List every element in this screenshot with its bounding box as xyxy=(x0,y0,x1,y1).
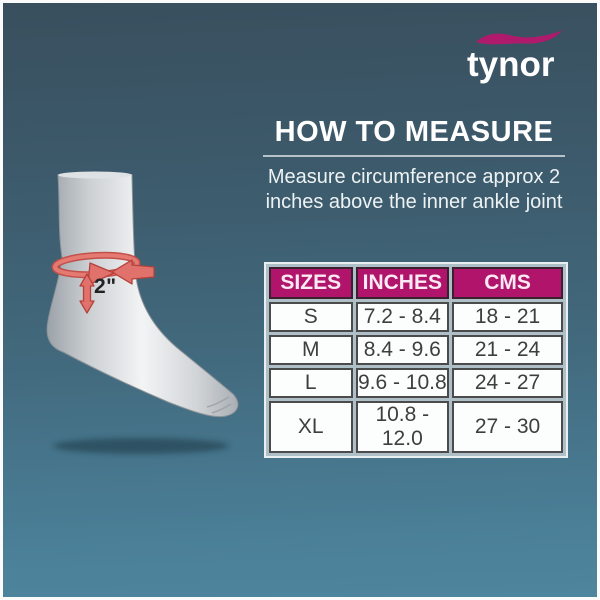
col-header-cms: CMS xyxy=(452,267,563,299)
size-table-header-row: SIZES INCHES CMS xyxy=(269,267,563,299)
title-divider xyxy=(263,155,565,157)
size-cell: L xyxy=(269,368,353,398)
logo-swoosh-icon xyxy=(476,30,562,45)
col-header-inches: INCHES xyxy=(355,267,450,299)
size-table-row: M 8.4 - 9.6 21 - 24 xyxy=(269,335,563,365)
size-table-row: S 7.2 - 8.4 18 - 21 xyxy=(269,302,563,332)
heading-block: HOW TO MEASURE Measure circumference app… xyxy=(263,115,565,215)
inches-cell: 8.4 - 9.6 xyxy=(355,335,450,365)
height-arrow-icon xyxy=(79,273,95,314)
inches-cell: 9.6 - 10.8 xyxy=(355,368,450,398)
cms-cell: 18 - 21 xyxy=(452,302,563,332)
brand-logo: tynor xyxy=(467,30,569,84)
cms-cell: 24 - 27 xyxy=(452,368,563,398)
brand-name: tynor xyxy=(467,45,555,84)
inches-cell: 7.2 - 8.4 xyxy=(355,302,450,332)
foot-illustration xyxy=(33,161,248,461)
size-chart-table: SIZES INCHES CMS S 7.2 - 8.4 18 - 21 M 8… xyxy=(264,262,568,458)
size-table-row: L 9.6 - 10.8 24 - 27 xyxy=(269,368,563,398)
page-title: HOW TO MEASURE xyxy=(274,116,554,148)
foot-graphic xyxy=(46,171,239,454)
size-table-row: XL 10.8 - 12.0 27 - 30 xyxy=(269,401,563,453)
size-cell: S xyxy=(269,302,353,332)
cms-cell: 21 - 24 xyxy=(452,335,563,365)
inches-cell: 10.8 - 12.0 xyxy=(355,401,450,453)
size-cell: M xyxy=(269,335,353,365)
cms-cell: 27 - 30 xyxy=(452,401,563,453)
measurement-label: 2" xyxy=(94,275,117,298)
col-header-sizes: SIZES xyxy=(269,267,353,299)
instruction-text: Measure circumference approx 2 inches ab… xyxy=(265,166,563,213)
foot-shadow xyxy=(53,438,229,454)
size-cell: XL xyxy=(269,401,353,453)
